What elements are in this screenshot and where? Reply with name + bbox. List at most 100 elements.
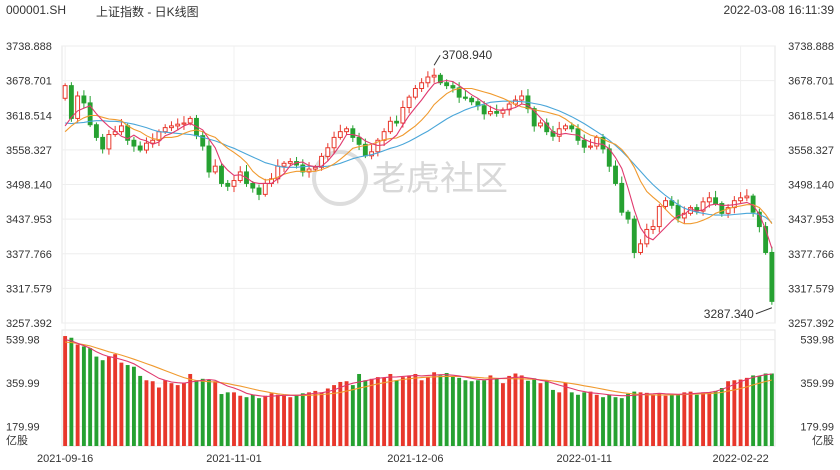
volume-ma5-line bbox=[64, 339, 772, 398]
high-pointer bbox=[433, 54, 441, 66]
volume-tick-left: 539.98 bbox=[6, 335, 40, 347]
candle-body bbox=[487, 111, 493, 115]
price-tick-right: 3377.766 bbox=[788, 249, 834, 261]
candle-body bbox=[506, 103, 512, 111]
chart-name: 上证指数 - 日K线图 bbox=[96, 5, 199, 19]
candle-body bbox=[87, 102, 93, 126]
candle-body bbox=[431, 74, 437, 78]
volume-bar bbox=[319, 392, 324, 446]
candle-body bbox=[118, 125, 124, 133]
candle-body bbox=[200, 135, 206, 147]
volume-bar bbox=[182, 382, 186, 446]
volume-bar bbox=[657, 393, 662, 446]
price-tick-left: 3437.953 bbox=[6, 214, 52, 226]
candle-body bbox=[106, 134, 112, 150]
volume-bar bbox=[688, 391, 693, 446]
candle-body bbox=[725, 207, 731, 214]
volume-bar bbox=[207, 379, 211, 446]
volume-bar bbox=[325, 388, 330, 446]
candle-body bbox=[462, 96, 468, 99]
candle-body bbox=[231, 180, 237, 187]
candle-body bbox=[256, 187, 262, 195]
volume-bar bbox=[400, 377, 405, 446]
volume-bar bbox=[131, 366, 136, 446]
volume-bar bbox=[238, 395, 243, 446]
x-tick-label: 2021-11-01 bbox=[206, 453, 261, 465]
volume-bar bbox=[738, 379, 743, 446]
volume-bar bbox=[119, 362, 124, 446]
volume-bar bbox=[507, 375, 512, 446]
volume-bar bbox=[488, 375, 493, 446]
candle-body bbox=[769, 251, 775, 302]
volume-bar bbox=[225, 392, 230, 446]
candle-body bbox=[631, 218, 637, 253]
candle-body bbox=[412, 88, 418, 98]
volume-bar bbox=[307, 392, 311, 446]
volume-bar bbox=[388, 373, 393, 446]
candle-body bbox=[162, 127, 168, 133]
candle-body bbox=[681, 212, 687, 219]
candle-body bbox=[75, 95, 81, 119]
candle-body bbox=[131, 139, 137, 147]
volume-bar bbox=[288, 397, 293, 446]
candle-body bbox=[700, 201, 706, 212]
candle-body bbox=[206, 145, 212, 173]
candle-body bbox=[100, 136, 106, 150]
high-annotation: 3708.940 bbox=[442, 48, 492, 62]
chart-header: 000001.SH 上证指数 - 日K线图 2022-03-08 16:11:3… bbox=[0, 0, 840, 22]
volume-bar bbox=[763, 373, 768, 446]
volume-bar bbox=[494, 378, 499, 446]
volume-bar bbox=[344, 381, 349, 446]
candle-body bbox=[81, 95, 87, 104]
volume-bar bbox=[75, 344, 80, 446]
candle-body bbox=[187, 117, 193, 124]
price-tick-right: 3738.888 bbox=[788, 41, 834, 53]
candle-body bbox=[437, 74, 443, 84]
candle-body bbox=[394, 120, 400, 124]
candle-body bbox=[137, 145, 143, 151]
volume-bar bbox=[619, 398, 624, 446]
volume-bar bbox=[138, 375, 143, 446]
volume-bar bbox=[651, 394, 655, 446]
volume-unit-right: 亿股 bbox=[812, 434, 834, 447]
volume-bar bbox=[563, 382, 568, 446]
candle-body bbox=[237, 171, 243, 182]
candle-body bbox=[181, 122, 187, 125]
volume-bar bbox=[594, 394, 599, 446]
volume-bar bbox=[513, 373, 518, 446]
candle-body bbox=[425, 76, 431, 84]
volume-bar bbox=[751, 375, 756, 446]
candle-body bbox=[312, 166, 318, 170]
candle-body bbox=[450, 85, 456, 89]
volume-bar bbox=[475, 380, 480, 446]
volume-bar bbox=[626, 393, 630, 446]
volume-bar bbox=[519, 375, 524, 446]
candle-body bbox=[406, 96, 412, 108]
volume-bar bbox=[732, 380, 737, 446]
volume-bar bbox=[163, 380, 168, 446]
volume-bar bbox=[544, 380, 549, 446]
volume-bar bbox=[94, 356, 99, 446]
volume-bar bbox=[613, 397, 618, 446]
candle-body bbox=[225, 182, 231, 187]
x-tick-label: 2022-01-11 bbox=[557, 453, 612, 465]
watermark-logo bbox=[312, 150, 368, 206]
candle-body bbox=[250, 182, 256, 189]
volume-bar bbox=[169, 383, 174, 446]
candle-body bbox=[625, 211, 631, 220]
volume-bar bbox=[701, 392, 706, 446]
price-tick-right: 3437.953 bbox=[788, 214, 834, 226]
volume-bar bbox=[663, 395, 668, 446]
price-tick-left: 3618.514 bbox=[6, 110, 52, 122]
volume-bar bbox=[588, 391, 593, 446]
volume-bar bbox=[81, 346, 86, 446]
volume-bar bbox=[463, 380, 468, 446]
low-annotation: 3287.340 bbox=[704, 307, 754, 321]
ma5-line bbox=[64, 79, 773, 249]
volume-bar bbox=[394, 380, 399, 446]
candle-body bbox=[569, 125, 575, 130]
volume-ma10-line bbox=[65, 341, 773, 397]
candle-body bbox=[300, 164, 306, 173]
volume-bar bbox=[350, 385, 355, 446]
